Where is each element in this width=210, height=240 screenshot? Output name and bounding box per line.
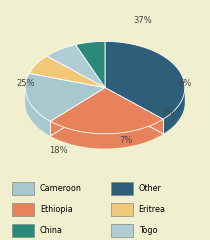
Text: Eritrea: Eritrea — [139, 205, 166, 214]
Text: Cameroon: Cameroon — [40, 184, 82, 193]
Text: Togo: Togo — [139, 226, 157, 235]
Polygon shape — [105, 88, 163, 134]
Polygon shape — [25, 73, 105, 121]
Text: China: China — [40, 226, 63, 235]
Polygon shape — [163, 89, 185, 134]
Bar — [12, 203, 34, 216]
Polygon shape — [50, 88, 105, 136]
Polygon shape — [25, 88, 50, 136]
Text: 18%: 18% — [50, 146, 68, 155]
Polygon shape — [47, 45, 105, 88]
Text: Ethiopia: Ethiopia — [40, 205, 73, 214]
Text: Other: Other — [139, 184, 161, 193]
Text: 6%: 6% — [178, 79, 192, 88]
Text: 25%: 25% — [16, 79, 34, 88]
Polygon shape — [50, 119, 163, 149]
Bar — [12, 224, 34, 237]
Polygon shape — [105, 88, 163, 134]
Ellipse shape — [25, 56, 185, 149]
Polygon shape — [29, 56, 105, 88]
Bar — [12, 182, 34, 195]
Polygon shape — [76, 41, 105, 88]
Bar — [111, 182, 133, 195]
Text: 7%: 7% — [119, 136, 133, 144]
Bar — [111, 203, 133, 216]
Text: 7%: 7% — [161, 108, 175, 117]
Polygon shape — [50, 88, 105, 136]
Polygon shape — [50, 88, 163, 134]
Text: 37%: 37% — [133, 16, 152, 25]
Bar — [111, 224, 133, 237]
Polygon shape — [105, 41, 185, 119]
